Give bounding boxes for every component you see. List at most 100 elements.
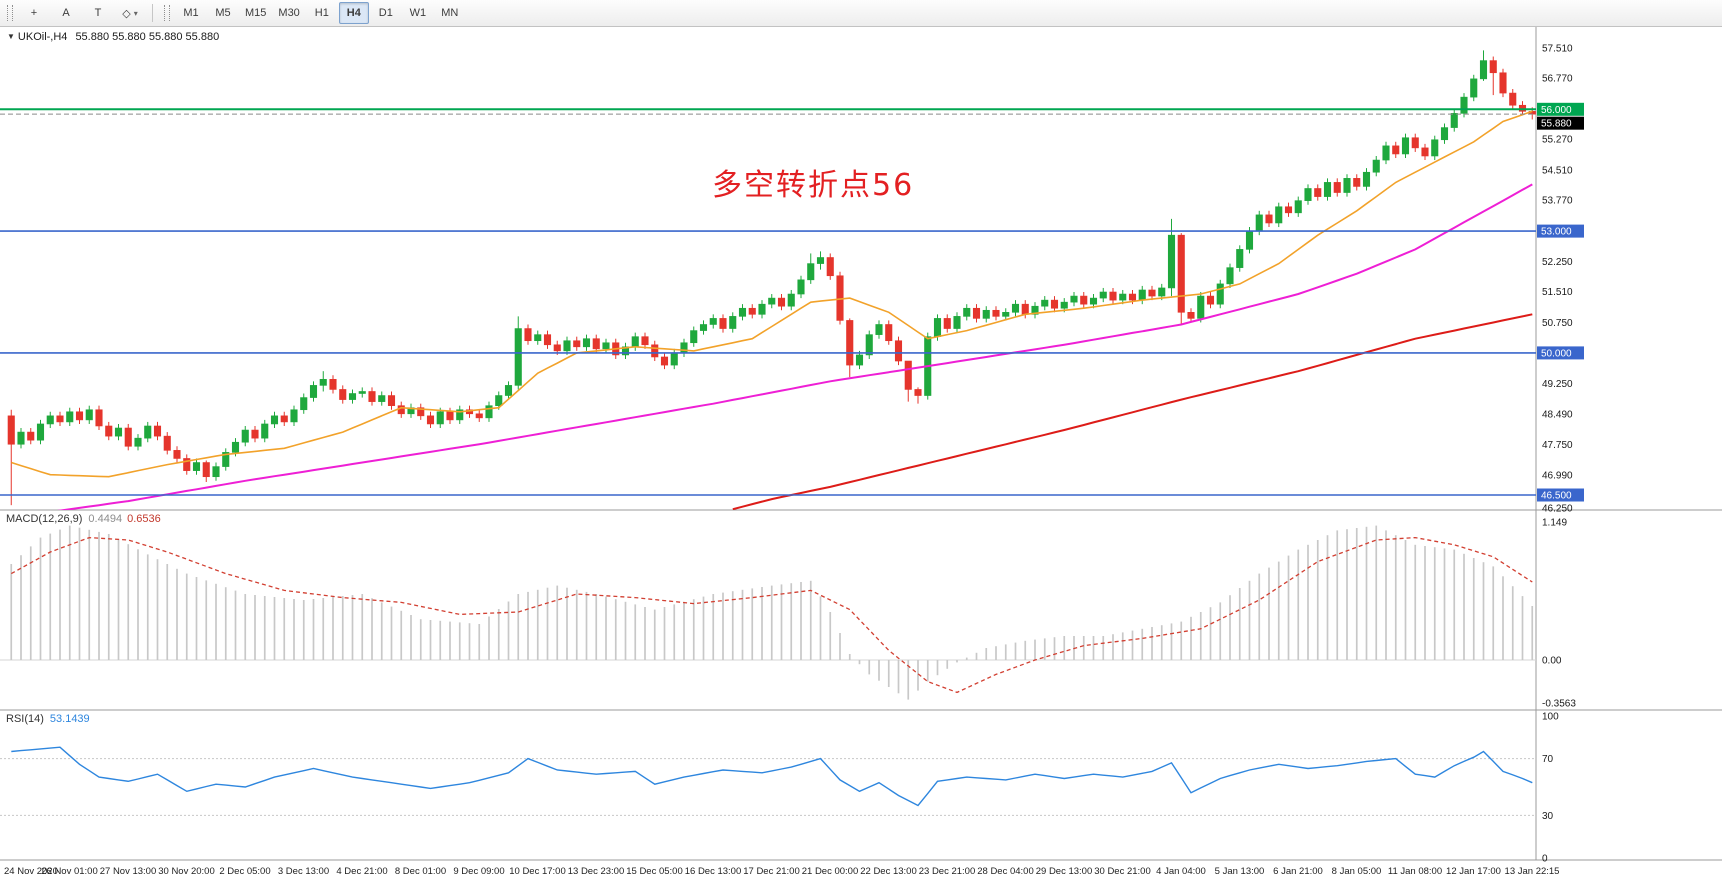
svg-text:53.770: 53.770	[1542, 195, 1573, 206]
rsi-indicator-label: RSI(14) 53.1439	[6, 713, 90, 725]
symbol-name: UKOil-,H4	[17, 31, 68, 43]
toolbar: + A T ◇ ▾ M1 M5 M15 M30 H1 H4 D1 W1 MN	[0, 0, 1722, 27]
rsi-pane	[0, 746, 1536, 816]
main-price-pane	[0, 50, 1536, 510]
symbol-dropdown-icon[interactable]: ▼	[7, 32, 15, 41]
price-axis-labels: 57.510 56.770 55.270 54.510 53.770 52.250 51.5…	[1542, 44, 1573, 515]
timeframe-button-m15[interactable]: M15	[245, 7, 267, 19]
svg-text:48.490: 48.490	[1542, 410, 1573, 421]
timeframe-button-w1[interactable]: W1	[409, 7, 427, 19]
toolbar-grip-2[interactable]	[164, 5, 170, 21]
shapes-button[interactable]: ◇ ▾	[122, 7, 138, 20]
svg-text:30 Dec 21:00: 30 Dec 21:00	[1094, 866, 1151, 877]
pane-borders	[0, 27, 1722, 861]
ohlc-values: 55.880 55.880 55.880 55.880	[75, 31, 220, 43]
line-studies-toolbar: + A T ◇ ▾	[18, 2, 146, 24]
price-tag-50.000[interactable]: 50.000	[1537, 346, 1584, 360]
macd-signal-line	[10, 536, 1533, 694]
svg-text:50.000: 50.000	[1541, 348, 1572, 359]
svg-text:12 Jan 17:00: 12 Jan 17:00	[1446, 866, 1501, 877]
toolbar-grip[interactable]	[7, 5, 13, 21]
price-tag-56.000[interactable]: 56.000	[1537, 102, 1584, 116]
timeframe-button-h1[interactable]: H1	[314, 7, 329, 19]
price-tag-46.500[interactable]: 46.500	[1537, 488, 1584, 502]
svg-text:55.880: 55.880	[1541, 119, 1572, 130]
timeframe-button-mn[interactable]: MN	[441, 7, 459, 19]
svg-text:52.250: 52.250	[1542, 257, 1573, 268]
ma-mid-line	[56, 183, 1533, 510]
svg-text:30 Nov 20:00: 30 Nov 20:00	[158, 866, 215, 877]
svg-text:50.750: 50.750	[1542, 318, 1573, 329]
svg-text:3 Dec 13:00: 3 Dec 13:00	[278, 866, 329, 877]
svg-text:29 Dec 13:00: 29 Dec 13:00	[1036, 866, 1093, 877]
text-label-button[interactable]: A	[62, 7, 70, 19]
crosshair-button[interactable]: +	[30, 7, 38, 19]
svg-text:57.510: 57.510	[1542, 44, 1573, 55]
svg-text:54.510: 54.510	[1542, 165, 1573, 176]
timeframes-toolbar: M1 M5 M15 M30 H1 H4 D1 W1 MN	[175, 2, 466, 24]
svg-text:55.270: 55.270	[1542, 134, 1573, 145]
svg-text:21 Dec 00:00: 21 Dec 00:00	[802, 866, 859, 877]
candlestick-series	[7, 50, 1536, 506]
macd-main-value: 0.4494	[88, 513, 123, 525]
svg-text:46.500: 46.500	[1541, 491, 1572, 502]
macd-name: MACD(12,26,9)	[6, 513, 83, 525]
svg-text:100: 100	[1542, 712, 1559, 723]
ma-slow-line	[732, 313, 1533, 510]
rsi-value: 53.1439	[49, 713, 90, 725]
svg-text:13 Jan 22:15: 13 Jan 22:15	[1505, 866, 1560, 877]
svg-text:16 Dec 13:00: 16 Dec 13:00	[685, 866, 742, 877]
text-box-button[interactable]: T	[94, 7, 102, 19]
svg-text:15 Dec 05:00: 15 Dec 05:00	[626, 866, 683, 877]
symbol-label[interactable]: ▼ UKOil-,H4 55.880 55.880 55.880 55.880	[7, 31, 219, 43]
svg-text:1.149: 1.149	[1542, 518, 1567, 529]
svg-text:13 Dec 23:00: 13 Dec 23:00	[568, 866, 625, 877]
rsi-name: RSI(14)	[6, 713, 44, 725]
macd-indicator-label: MACD(12,26,9) 0.4494 0.6536	[6, 513, 161, 525]
toolbar-separator	[152, 4, 153, 22]
svg-text:23 Dec 21:00: 23 Dec 21:00	[919, 866, 976, 877]
svg-text:30: 30	[1542, 811, 1554, 822]
chart-annotation-text[interactable]: 多空转折点56	[712, 168, 915, 203]
svg-text:56.000: 56.000	[1541, 105, 1572, 116]
svg-text:9 Dec 09:00: 9 Dec 09:00	[453, 866, 504, 877]
svg-text:11 Jan 08:00: 11 Jan 08:00	[1388, 866, 1442, 877]
rsi-axis-labels: 100 70 30 0	[1542, 712, 1559, 865]
timeframe-button-m1[interactable]: M1	[183, 7, 199, 19]
svg-text:8 Dec 01:00: 8 Dec 01:00	[395, 866, 446, 877]
macd-pane	[0, 525, 1536, 700]
timeframe-button-m5[interactable]: M5	[215, 7, 231, 19]
macd-histogram	[10, 525, 1534, 700]
svg-text:0.00: 0.00	[1542, 656, 1562, 667]
macd-axis-labels: 1.149 0.00 -0.3563	[1542, 518, 1576, 710]
macd-signal-value: 0.6536	[127, 513, 161, 525]
svg-text:27 Nov 13:00: 27 Nov 13:00	[100, 866, 157, 877]
svg-text:-0.3563: -0.3563	[1542, 698, 1576, 709]
timeframe-button-m30[interactable]: M30	[278, 7, 300, 19]
svg-text:5 Jan 13:00: 5 Jan 13:00	[1215, 866, 1265, 877]
svg-text:49.250: 49.250	[1542, 379, 1573, 390]
ma-fast-line	[11, 110, 1533, 478]
svg-text:47.750: 47.750	[1542, 440, 1573, 451]
dropdown-caret-icon: ▾	[133, 8, 138, 18]
svg-text:26 Nov 01:00: 26 Nov 01:00	[41, 866, 98, 877]
svg-text:46.990: 46.990	[1542, 471, 1573, 482]
svg-text:22 Dec 13:00: 22 Dec 13:00	[860, 866, 917, 877]
svg-text:46.250: 46.250	[1542, 504, 1573, 515]
svg-text:28 Dec 04:00: 28 Dec 04:00	[977, 866, 1034, 877]
svg-text:6 Jan 21:00: 6 Jan 21:00	[1273, 866, 1323, 877]
price-tag-current[interactable]: 55.880	[1537, 116, 1584, 130]
timeframe-button-h4[interactable]: H4	[338, 2, 369, 24]
svg-text:17 Dec 21:00: 17 Dec 21:00	[743, 866, 800, 877]
svg-text:4 Jan 04:00: 4 Jan 04:00	[1156, 866, 1206, 877]
svg-text:0: 0	[1542, 854, 1548, 865]
svg-text:53.000: 53.000	[1541, 227, 1572, 238]
timeframe-button-d1[interactable]: D1	[378, 7, 393, 19]
svg-text:4 Dec 21:00: 4 Dec 21:00	[336, 866, 387, 877]
price-tag-53.000[interactable]: 53.000	[1537, 224, 1584, 238]
svg-text:8 Jan 05:00: 8 Jan 05:00	[1332, 866, 1382, 877]
rsi-line	[11, 746, 1533, 807]
